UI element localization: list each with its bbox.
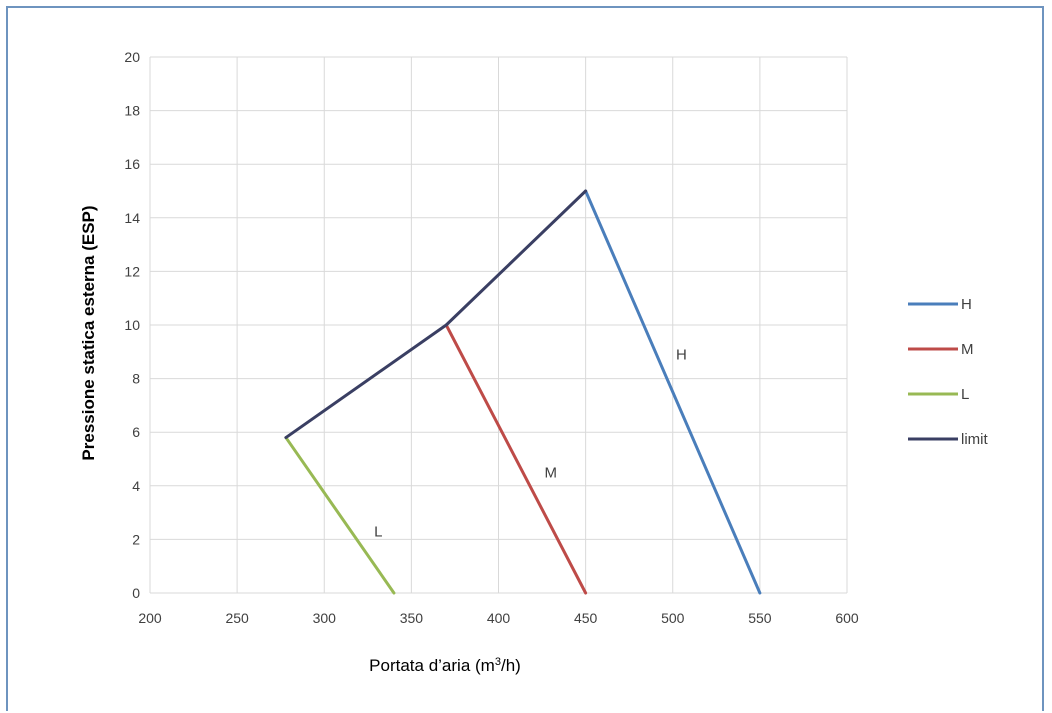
legend-label-limit: limit — [961, 431, 988, 448]
y-axis-title: Pressione statica esterna (ESP) — [79, 205, 98, 460]
x-tick-label: 600 — [835, 610, 859, 626]
x-tick-label: 400 — [487, 610, 511, 626]
annotations: H M L — [374, 346, 687, 540]
annotation-L: L — [374, 523, 382, 540]
y-tick-label: 20 — [124, 49, 140, 65]
y-tick-label: 16 — [124, 156, 140, 172]
x-tick-label: 300 — [313, 610, 337, 626]
y-tick-label: 0 — [132, 585, 140, 601]
x-tick-label: 250 — [225, 610, 249, 626]
series-lines — [284, 189, 762, 595]
x-tick-label: 450 — [574, 610, 598, 626]
y-tick-label: 4 — [132, 478, 140, 494]
y-tick-label: 10 — [124, 317, 140, 333]
tick-labels: 200 250 300 350 400 450 500 550 600 0 2 4 6 8 10 12 14 16… — [124, 49, 858, 626]
y-tick-label: 2 — [132, 531, 140, 547]
series-line-L — [284, 436, 396, 595]
chart: 200 250 300 350 400 450 500 550 600 0 2 4 6 8 10 12 14 16… — [79, 49, 988, 675]
y-tick-label: 14 — [124, 210, 140, 226]
series-line-limit — [284, 189, 588, 440]
x-tick-label: 200 — [138, 610, 162, 626]
legend-label-L: L — [961, 386, 969, 403]
annotation-M: M — [545, 464, 558, 481]
y-tick-label: 12 — [124, 263, 140, 279]
x-tick-label: 500 — [661, 610, 685, 626]
y-tick-label: 8 — [132, 371, 140, 387]
y-tick-label: 6 — [132, 424, 140, 440]
x-tick-label: 350 — [400, 610, 424, 626]
legend-label-M: M — [961, 341, 974, 358]
x-tick-label: 550 — [748, 610, 772, 626]
chart-frame: 200 250 300 350 400 450 500 550 600 0 2 4 6 8 10 12 14 16… — [6, 6, 1044, 711]
y-tick-label: 18 — [124, 103, 140, 119]
legend-label-H: H — [961, 296, 972, 313]
series-line-M — [444, 323, 588, 595]
annotation-H: H — [676, 346, 687, 363]
x-axis-title: Portata d’aria (m3/h) — [369, 656, 521, 675]
gridlines — [149, 56, 848, 594]
series-line-H — [584, 189, 762, 595]
